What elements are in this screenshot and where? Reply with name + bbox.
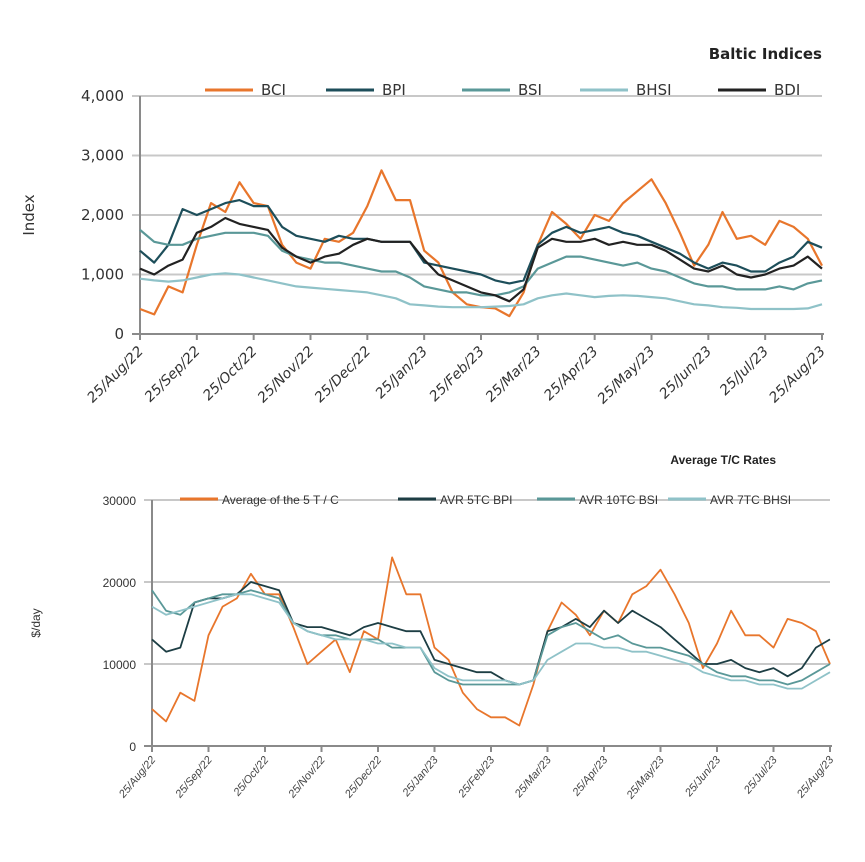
- x-tick-label: 25/Dec/22: [312, 343, 374, 405]
- x-tick-label: 25/Jan/23: [400, 754, 441, 800]
- legend-label: BSI: [518, 81, 542, 99]
- x-tick-label: 25/Sep/22: [142, 343, 204, 405]
- baltic-indices-chart: Baltic Indices Index 0 1,000 2,000 3,000 4,0…: [20, 45, 829, 407]
- x-tick-label: 25/Oct/22: [200, 343, 260, 403]
- legend-label: Average of the 5 T / C: [222, 493, 339, 507]
- chart-title: Baltic Indices: [709, 45, 822, 63]
- legend-label: BDI: [774, 81, 800, 99]
- y-tick-label: 20000: [103, 576, 137, 590]
- y-axis-label: Index: [20, 194, 38, 235]
- y-axis-label: $/day: [29, 608, 43, 637]
- x-tick-label: 25/May/23: [624, 754, 667, 803]
- legend-item: BDI: [718, 81, 800, 99]
- x-tick-label: 25/Dec/22: [342, 754, 384, 801]
- series-line-bdi: [139, 216, 823, 303]
- legend-item: AVR 7TC BHSI: [668, 493, 791, 507]
- legend-label: AVR 10TC BSI: [579, 493, 658, 507]
- x-tick-label: 25/Jun/23: [682, 754, 723, 800]
- x-tick-label: 25/Jan/23: [373, 344, 431, 402]
- legend-item: AVR 5TC BPI: [398, 493, 512, 507]
- legend-item: BPI: [326, 81, 406, 99]
- legend-label: BCI: [261, 81, 286, 99]
- series-line-bhsi: [139, 272, 823, 311]
- legend-item: BHSI: [580, 81, 672, 99]
- legend-label: BPI: [382, 81, 406, 99]
- x-tick-label: 25/Jul/23: [717, 344, 772, 399]
- average-tc-rates-chart: Average T/C Rates $/day 0 10000 20000 30000…: [29, 453, 837, 802]
- x-tick-label: 25/Sep/22: [173, 754, 215, 801]
- x-tick-label: 25/Aug/23: [766, 344, 829, 407]
- y-tick-label: 3,000: [81, 147, 124, 165]
- y-tick-label: 0: [129, 740, 136, 754]
- y-tick-label: 4,000: [81, 87, 124, 105]
- x-tick-label: 25/Nov/22: [286, 754, 328, 801]
- x-tick-label: 25/Nov/22: [255, 343, 318, 406]
- series-line-avr-7tc-bhsi: [151, 593, 831, 690]
- chart-title: Average T/C Rates: [670, 453, 776, 467]
- legend-item: Average of the 5 T / C: [180, 493, 339, 507]
- series-line-bpi: [139, 199, 823, 285]
- x-tick-label: 25/Apr/23: [570, 754, 611, 800]
- x-tick-label: 25/Feb/23: [456, 754, 498, 801]
- legend-label: AVR 7TC BHSI: [710, 493, 791, 507]
- y-tick-label: 2,000: [81, 206, 124, 224]
- legend-label: BHSI: [636, 81, 672, 99]
- legend-item: BCI: [205, 81, 286, 99]
- y-tick-label: 30000: [103, 494, 137, 508]
- x-tick-label: 25/Mar/23: [483, 344, 545, 406]
- x-tick-label: 25/Jun/23: [657, 344, 716, 403]
- x-tick-label: 25/Feb/23: [427, 344, 488, 405]
- y-tick-label: 1,000: [81, 266, 124, 284]
- x-tick-label: 25/Oct/22: [231, 754, 271, 799]
- x-tick-label: 25/Aug/22: [116, 754, 158, 801]
- x-tick-label: 25/Aug/22: [84, 343, 147, 406]
- series-line-avr-5tc-bpi: [151, 581, 831, 686]
- x-tick-label: 25/May/23: [595, 344, 659, 408]
- legend-item: AVR 10TC BSI: [537, 493, 658, 507]
- x-tick-label: 25/Apr/23: [541, 344, 601, 404]
- y-tick-label: 0: [114, 325, 124, 343]
- x-tick-label: 25/Jul/23: [741, 754, 780, 797]
- legend-label: AVR 5TC BPI: [440, 493, 512, 507]
- x-tick-label: 25/Aug/23: [794, 754, 837, 802]
- x-tick-label: 25/Mar/23: [512, 754, 554, 801]
- legend-item: BSI: [462, 81, 542, 99]
- series-line-avr-10tc-bsi: [151, 589, 831, 686]
- y-tick-label: 10000: [103, 658, 137, 672]
- series-line-bsi: [139, 229, 823, 297]
